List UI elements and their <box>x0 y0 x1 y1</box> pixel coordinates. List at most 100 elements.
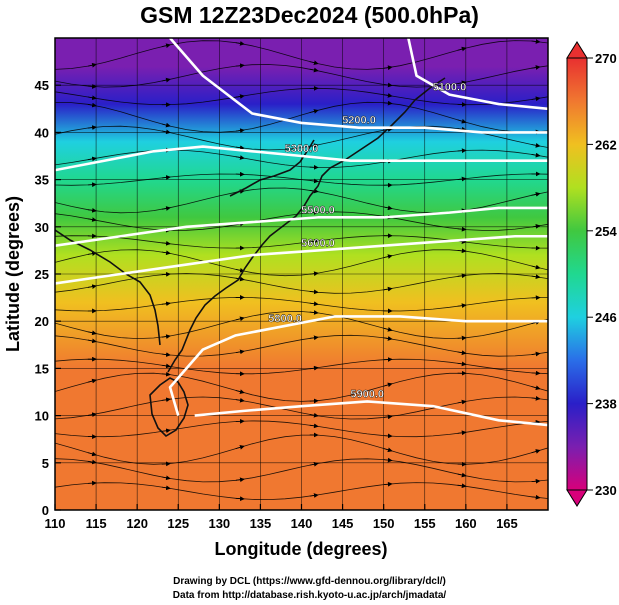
y-tick-label: 0 <box>42 503 49 518</box>
streamline-arrow <box>87 95 97 101</box>
streamline-arrow <box>235 397 245 403</box>
streamline-arrow <box>531 39 541 44</box>
streamline-arrow <box>161 428 171 434</box>
streamline-arrow <box>457 80 467 86</box>
streamline-arrow <box>235 445 245 450</box>
streamline-arrow <box>235 477 245 483</box>
colorbar-tick-label: 262 <box>595 137 617 152</box>
streamline-arrow <box>531 478 541 484</box>
streamline-arrow <box>161 397 171 403</box>
y-tick-label: 10 <box>35 409 49 424</box>
y-tick-label: 15 <box>35 361 49 376</box>
contour-line <box>55 234 548 285</box>
streamline-arrow <box>87 330 97 336</box>
streamline-arrow <box>235 389 245 394</box>
x-tick-label: 155 <box>414 516 436 531</box>
streamline-arrow <box>161 363 171 369</box>
streamline-arrow <box>531 370 541 376</box>
streamline-arrow <box>235 63 245 69</box>
streamline-arrow <box>457 248 467 254</box>
streamline-arrow <box>457 472 467 478</box>
x-tick-label: 110 <box>45 516 66 531</box>
streamline-arrow <box>383 205 393 211</box>
x-tick-label: 160 <box>455 516 477 531</box>
streamline-arrow <box>531 192 541 197</box>
streamline-arrow <box>457 430 467 436</box>
x-tick-label: 115 <box>86 516 107 531</box>
contour-label: 5900.0 <box>350 388 384 400</box>
streamline-arrow <box>87 84 97 89</box>
streamline-arrow <box>235 94 245 99</box>
y-tick-label: 35 <box>35 173 49 188</box>
contour-label: 5200.0 <box>342 115 376 127</box>
colorbar-tick-label: 238 <box>595 397 617 412</box>
streamline-arrow <box>531 264 541 270</box>
colorbar-ticks: 230 238 246 254 262 270 <box>587 51 617 498</box>
streamline-arrow <box>457 335 467 341</box>
streamline-arrow <box>87 62 97 68</box>
streamline-arrow <box>383 433 393 439</box>
streamline-arrow <box>235 155 245 160</box>
streamline-arrow <box>383 336 393 341</box>
streamline-arrow <box>309 398 319 404</box>
streamline-arrow <box>309 493 319 498</box>
streamline-arrow <box>531 494 541 500</box>
colorbar-scale <box>566 57 588 491</box>
streamline-arrow <box>235 349 245 355</box>
contour-label: 5500.0 <box>301 204 335 216</box>
streamline-arrow <box>161 175 171 180</box>
streamline-arrow <box>161 43 171 49</box>
streamline-arrow <box>383 286 393 292</box>
streamline-arrow <box>309 60 319 66</box>
streamline-arrow <box>87 338 97 344</box>
streamline-arrow <box>457 226 467 232</box>
streamline-arrow <box>161 475 171 481</box>
streamline-arrow <box>383 100 393 106</box>
streamline-arrow <box>161 240 171 246</box>
streamline-arrow <box>87 378 97 384</box>
streamline-arrow <box>383 254 393 259</box>
x-axis-ticks: 110 115 120 125 130 135 140 145 150 155 160 165 <box>45 504 518 531</box>
streamline-arrow <box>161 371 171 377</box>
streamline-arrow <box>531 152 541 158</box>
streamline-arrow <box>87 217 97 222</box>
colorbar-tick-label: 254 <box>595 224 617 239</box>
streamline-arrow <box>457 399 467 405</box>
streamline-arrow <box>161 77 171 83</box>
colorbar-tick-label: 270 <box>595 51 617 66</box>
credit-data-source: Data from http://database.rish.kyoto-u.a… <box>172 590 447 601</box>
streamline-arrow <box>161 352 171 357</box>
streamline-arrow <box>531 143 541 148</box>
y-tick-label: 25 <box>35 267 49 282</box>
streamline-arrow <box>457 350 467 356</box>
x-tick-label: 165 <box>496 516 518 531</box>
streamline-arrow <box>161 461 171 467</box>
streamline-arrow <box>87 284 97 289</box>
colorbar-min-arrow <box>566 489 588 507</box>
streamline-arrow <box>309 210 319 215</box>
streamline-arrow <box>531 274 541 280</box>
contour-label: 5600.0 <box>301 237 335 249</box>
streamline-arrow <box>309 335 319 341</box>
streamline-arrow <box>87 207 97 213</box>
contour-label: 5300.0 <box>285 143 319 155</box>
streamline-arrow <box>309 301 319 307</box>
contour-label: 5100.0 <box>433 82 467 94</box>
streamline-arrow <box>309 178 319 184</box>
streamline-arrow <box>87 102 97 108</box>
streamline-arrow <box>309 423 319 429</box>
x-tick-label: 125 <box>167 516 189 531</box>
streamline-arrow <box>383 481 393 487</box>
streamline-arrow <box>457 46 467 52</box>
y-tick-label: 30 <box>35 220 49 235</box>
streamline-arrow <box>383 65 393 71</box>
streamline-arrow <box>531 395 541 401</box>
x-tick-label: 145 <box>332 516 354 531</box>
streamline-arrow <box>161 301 171 307</box>
y-axis-label: Latitude (degrees) <box>3 196 23 352</box>
streamline-arrow <box>235 316 245 322</box>
y-tick-label: 20 <box>35 314 49 329</box>
streamline-arrow <box>309 310 319 315</box>
streamline-arrow <box>87 451 97 457</box>
